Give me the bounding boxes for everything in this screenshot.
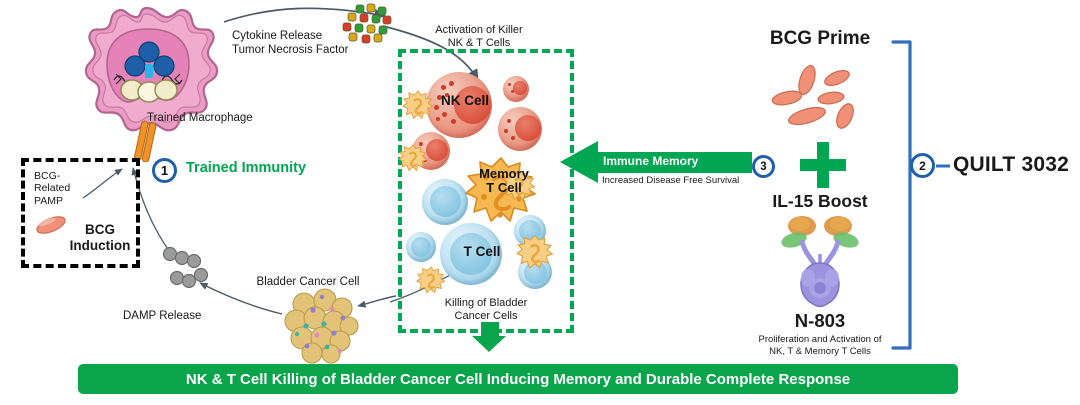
n803-sublabel: Proliferation and Activation of NK, T & …: [758, 334, 881, 358]
damp-molecule-chain-icon: [162, 246, 209, 289]
killing-cancer-arrow: [357, 295, 397, 308]
cytokine-line-1: Cytokine Release: [232, 30, 323, 42]
activation-arrow: [382, 25, 479, 82]
memory-t-cell-line-1: Memory: [479, 166, 529, 181]
bcg-induction-label: BCG Induction: [70, 222, 131, 254]
memory-t-cell-small-3: [502, 169, 536, 200]
damp-release-label: DAMP Release: [123, 310, 202, 322]
immune-memory-arrow-bar: [596, 152, 752, 173]
nk-cell-group: [398, 49, 574, 333]
immune-memory-arrow-head: [560, 141, 598, 183]
cytokine-line-2: Tumor Necrosis Factor: [232, 44, 349, 57]
trained-macrophage-illustration: [84, 6, 219, 162]
bcg-pamp-line-2: Related: [34, 182, 71, 195]
memory-t-cell-small-5: [416, 266, 446, 294]
pamp-arrow: [82, 168, 123, 199]
banner-arrow-stem: [481, 322, 499, 340]
bladder-cancer-cell-label: Bladder Cancer Cell: [256, 276, 360, 288]
n803-molecule-icon: [781, 216, 859, 308]
bcg-induction-line-1: BCG: [85, 222, 115, 237]
immune-memory-label: Immune Memory: [603, 154, 699, 168]
memory-t-cell-small-4: [516, 235, 554, 269]
plus-icon: [800, 142, 846, 188]
banner-arrow-head: [472, 336, 506, 352]
damp-to-macrophage-arrow: [131, 167, 173, 256]
cytokine-release-label: Cytokine Release Tumor Necrosis Factor: [232, 29, 349, 57]
trained-immunity-label: Trained Immunity: [186, 160, 307, 176]
bcg-prime-bacilli-icon: [771, 64, 854, 129]
il15-boost-title: IL-15 Boost: [772, 191, 868, 211]
cytokine-cluster-icon: [342, 3, 392, 44]
damp-release-arrow: [199, 282, 283, 315]
killing-of-cancer-cells-label: Killing of Bladder Cancer Cells: [445, 297, 528, 323]
n803-title: N-803: [794, 310, 846, 331]
bcg-pamp-label: BCG- Related PAMP: [34, 170, 70, 207]
killing-line-1: Killing of Bladder: [444, 297, 528, 309]
bcg-prime-title: BCG Prime: [769, 28, 871, 49]
quilt-3032-label: QUILT 3032: [953, 153, 1069, 176]
memory-t-cell-label: Memory T Cell: [465, 166, 543, 196]
bcg-pamp-line-1: BCG-: [34, 170, 61, 182]
step-2-badge: 2: [910, 153, 935, 178]
n803-sub-line-2: NK, T & Memory T Cells: [769, 345, 871, 357]
bcg-induction-line-2: Induction: [69, 238, 131, 254]
bladder-cancer-cell-cluster-icon: [284, 288, 359, 364]
nk-cell-label: NK Cell: [440, 93, 489, 108]
bcg-pamp-line-3: PAMP: [34, 194, 63, 207]
memory-t-cell-small-2: [398, 144, 428, 172]
bcg-bacillus-icon: [36, 216, 66, 234]
step-3-badge: 3: [752, 155, 775, 178]
memory-t-cell-small-1: [402, 90, 434, 119]
activation-line-2: NK & T Cells: [447, 37, 511, 50]
step-1-badge: 1: [152, 158, 177, 183]
t-cell-label: T Cell: [463, 244, 501, 259]
activation-label: Activation of Killer NK & T Cells: [435, 24, 522, 50]
macrophage-label: Trained Macrophage: [147, 112, 253, 124]
n803-sub-line-1: Proliferation and Activation of: [758, 334, 882, 345]
outcome-banner-text: NK & T Cell Killing of Bladder Cancer Ce…: [185, 370, 851, 388]
activation-line-1: Activation of Killer: [435, 24, 523, 36]
memory-t-cell-line-2: T Cell: [486, 180, 522, 196]
immune-memory-sublabel: Increased Disease Free Survival: [602, 175, 740, 186]
outcome-banner: NK & T Cell Killing of Bladder Cancer Ce…: [78, 364, 958, 394]
quilt-bracket: [891, 40, 912, 350]
killing-line-2: Cancer Cells: [454, 310, 518, 323]
bcg-induction-box: [21, 158, 140, 268]
